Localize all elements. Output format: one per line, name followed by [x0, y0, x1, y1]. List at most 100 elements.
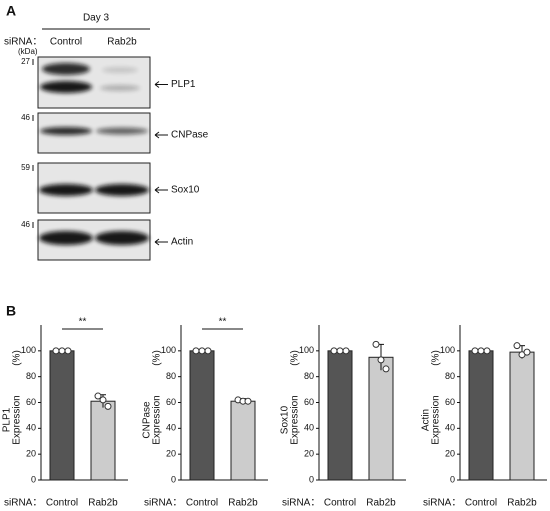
data-point: [64, 347, 72, 355]
data-point: [372, 340, 380, 348]
data-point: [104, 402, 112, 410]
data-point: [523, 348, 531, 356]
band: [39, 184, 93, 196]
x-tick-label: Control: [324, 498, 356, 509]
data-point: [94, 392, 102, 400]
y-axis-unit: (%): [152, 350, 163, 366]
data-point: [244, 397, 252, 405]
protein-label: Actin: [171, 237, 193, 248]
x-tick-label: Rab2b: [88, 498, 118, 509]
y-axis-label: Expression: [152, 395, 163, 444]
data-point: [99, 396, 107, 404]
band: [40, 127, 92, 135]
x-tick-label: Control: [465, 498, 497, 509]
y-tick-label: 20: [304, 449, 314, 459]
bar: [189, 350, 215, 481]
y-tick-label: 0: [31, 474, 36, 484]
significance: **: [79, 317, 87, 328]
y-tick-label: 100: [440, 345, 455, 355]
data-point: [471, 347, 479, 355]
y-tick-label: 0: [450, 474, 455, 484]
y-tick-label: 60: [445, 397, 455, 407]
protein-label: CNPase: [171, 130, 209, 141]
y-tick-label: 80: [445, 371, 455, 381]
data-point: [382, 365, 390, 373]
band: [40, 81, 92, 93]
protein-label: PLP1: [171, 79, 196, 90]
x-tick-label: Control: [186, 498, 218, 509]
y-tick-label: 80: [304, 371, 314, 381]
data-point: [483, 347, 491, 355]
y-axis-label: Expression: [431, 395, 442, 444]
y-axis-unit: (%): [12, 350, 23, 366]
x-label: siRNA：: [282, 498, 320, 509]
x-tick-label: Rab2b: [507, 498, 537, 509]
protein-label: Sox10: [171, 185, 200, 196]
y-axis-label: CNPase: [142, 401, 153, 439]
data-point: [336, 347, 344, 355]
y-tick-label: 60: [166, 397, 176, 407]
arrow-head: [154, 81, 160, 88]
y-tick-label: 80: [26, 371, 36, 381]
y-tick-label: 0: [171, 474, 176, 484]
x-label: siRNA：: [423, 498, 461, 509]
y-axis-label: Expression: [12, 395, 23, 444]
x-label: siRNA：: [4, 498, 42, 509]
arrow-head: [154, 186, 160, 194]
y-tick-label: 100: [299, 345, 314, 355]
panel-label: A: [6, 3, 16, 19]
y-tick-label: 100: [21, 345, 36, 355]
y-tick-label: 60: [304, 397, 314, 407]
y-axis-unit: (%): [290, 350, 301, 366]
data-point: [477, 347, 485, 355]
y-axis-label: PLP1: [2, 407, 13, 432]
y-tick-label: 20: [166, 449, 176, 459]
band: [100, 85, 140, 91]
band: [102, 67, 138, 73]
bar: [368, 356, 394, 481]
arrow-head: [154, 131, 160, 139]
bar: [49, 350, 75, 481]
y-axis-unit: (%): [431, 350, 442, 366]
significance: **: [219, 317, 227, 328]
sirna-label: siRNA：: [4, 37, 42, 48]
bar: [327, 350, 353, 481]
y-tick-label: 80: [166, 371, 176, 381]
band: [95, 184, 149, 196]
size-marker: 46: [21, 113, 30, 122]
x-tick-label: Control: [46, 498, 78, 509]
y-tick-label: 60: [26, 397, 36, 407]
band: [95, 231, 149, 245]
unit: (kDa): [18, 47, 38, 56]
y-tick-label: 0: [309, 474, 314, 484]
size-marker: 27: [21, 57, 30, 66]
data-point: [58, 347, 66, 355]
band: [96, 127, 148, 135]
size-marker: 46: [21, 220, 30, 229]
bar: [90, 400, 116, 481]
y-tick-label: 40: [166, 423, 176, 433]
bar: [230, 400, 256, 481]
x-label: siRNA：: [144, 498, 182, 509]
band: [42, 63, 90, 75]
x-tick-label: Rab2b: [366, 498, 396, 509]
band: [39, 231, 93, 245]
arrow-head: [154, 238, 160, 246]
y-tick-label: 40: [26, 423, 36, 433]
data-point: [377, 356, 385, 364]
y-tick-label: 40: [304, 423, 314, 433]
lane-label: Rab2b: [107, 37, 137, 48]
bar: [509, 351, 535, 481]
data-point: [330, 347, 338, 355]
y-tick-label: 20: [26, 449, 36, 459]
condition: Day 3: [83, 13, 110, 24]
data-point: [192, 347, 200, 355]
y-tick-label: 20: [445, 449, 455, 459]
bar: [468, 350, 494, 481]
y-axis-label: Expression: [290, 395, 301, 444]
y-axis-label: Sox10: [280, 405, 291, 434]
data-point: [198, 347, 206, 355]
panel-label: B: [6, 303, 16, 319]
data-point: [513, 342, 521, 350]
